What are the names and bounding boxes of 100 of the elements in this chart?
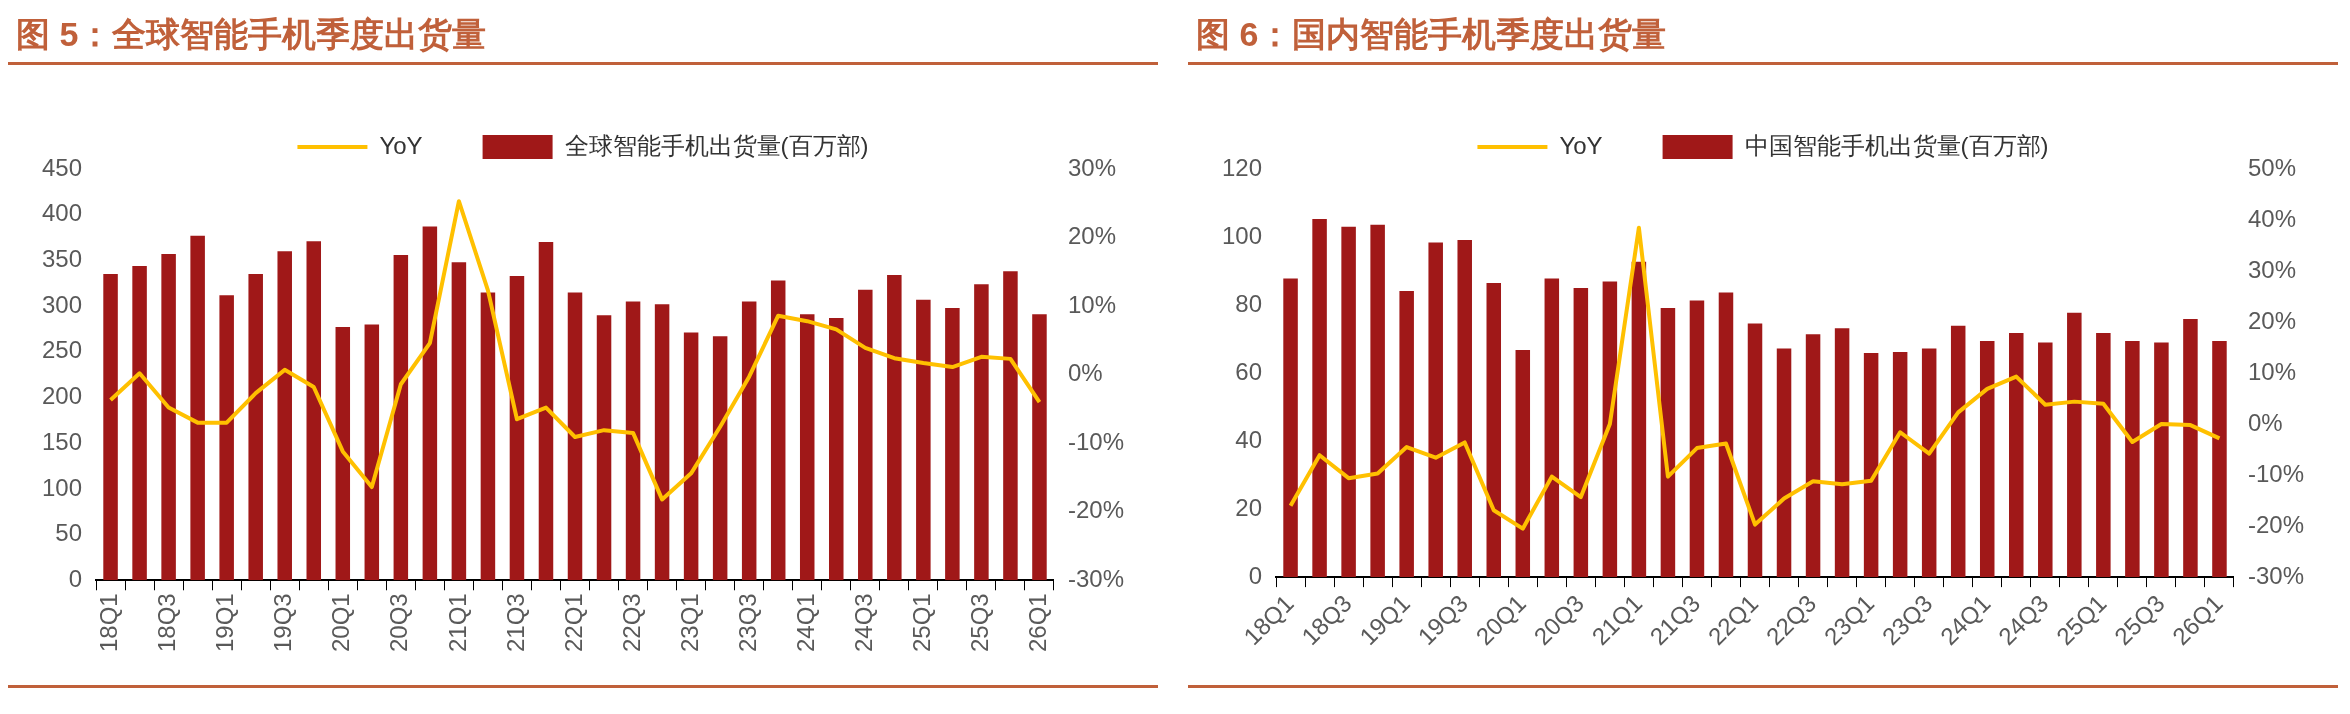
y-tick-label: 400 [42,199,83,227]
y-tick-label: 100 [1222,221,1263,249]
bar [277,251,292,581]
bar [712,336,728,581]
bar [1515,349,1531,578]
bar [596,315,612,581]
bar [1283,278,1298,578]
bar [2125,341,2140,578]
bar [2212,341,2227,578]
legend-label: 中国智能手机出货量(百万部) [1744,131,2049,159]
x-tick-label: 22Q1 [559,593,587,653]
bar [248,274,263,581]
bar [2067,312,2082,578]
x-tick-label: 26Q1 [1024,593,1052,653]
bar [1631,261,1647,578]
x-tick-label: 18Q3 [153,593,181,653]
x-tick-label: 22Q3 [617,593,645,653]
bar [1457,240,1472,578]
legend-label: YoY [379,131,423,159]
bar [1341,226,1356,578]
bar [103,274,118,581]
bar [799,314,815,581]
bar [335,327,351,581]
bar [1689,300,1705,578]
y-tick-label: 40 [1235,425,1263,453]
chart-title: 图 6：国内智能手机季度出货量 [1188,8,2338,65]
bar [1805,334,1821,578]
y-tick-label: 100 [42,473,83,501]
bar [829,317,844,581]
y-tick-label: 250 [42,336,83,364]
y2-tick-label: -30% [1067,564,1124,592]
bar [1370,224,1385,578]
y2-tick-label: 50% [2247,153,2297,181]
y2-tick-label: 20% [1067,222,1117,250]
x-tick-label: 23Q3 [733,593,761,653]
x-tick-label: 21Q3 [501,593,529,653]
bar [1718,292,1734,578]
bar [1892,351,1908,578]
bar [161,254,176,581]
y2-tick-label: -20% [1067,496,1124,524]
y2-tick-label: -20% [2247,510,2304,538]
chart-title: 图 5：全球智能手机季度出货量 [8,8,1158,65]
y2-tick-label: 0% [1067,359,1103,387]
x-tick-label: 23Q1 [675,593,703,653]
bar [654,304,670,581]
y2-tick-label: 40% [2247,204,2297,232]
bar [1312,219,1327,578]
legend-label: 全球智能手机出货量(百万部) [564,131,869,159]
bar [1573,288,1589,578]
y2-tick-label: 10% [1067,290,1117,318]
y-tick-label: 450 [42,153,83,181]
legend-label: YoY [1559,131,1603,159]
bar [1486,282,1502,578]
bar [1747,323,1763,578]
bar [945,307,960,581]
bar [1003,271,1018,581]
bar [1544,278,1560,578]
bar [974,284,989,581]
bar [509,275,525,581]
y-tick-label: 60 [1235,357,1263,385]
bar [422,226,438,581]
bar [887,275,902,581]
bar [1834,328,1850,578]
bar [364,324,380,581]
bar [1428,242,1443,578]
bar [1399,291,1414,578]
y2-tick-label: -30% [2247,561,2304,589]
bar [741,301,757,581]
bar [2183,318,2198,578]
bar [190,235,205,581]
y-tick-label: 20 [1235,493,1263,521]
bar [480,292,496,581]
bar [306,241,322,581]
bar [625,301,641,581]
bar [770,280,786,581]
bar [2009,332,2024,578]
bar [1863,352,1879,578]
x-tick-label: 21Q1 [443,593,471,653]
bar [683,332,699,581]
bar [2096,332,2111,578]
bar [1032,314,1047,581]
bar [219,295,234,581]
x-tick-label: 24Q3 [849,593,877,653]
y-tick-label: 120 [1222,153,1263,181]
bar [2154,342,2169,578]
bar [1602,281,1618,578]
bar [538,242,554,581]
y-tick-label: 300 [42,290,83,318]
y-tick-label: 200 [42,382,83,410]
bar [567,292,583,581]
y2-tick-label: -10% [2247,459,2304,487]
y2-tick-label: 20% [2247,306,2297,334]
y-tick-label: 80 [1235,289,1263,317]
y2-tick-label: 30% [2247,255,2297,283]
y2-tick-label: 0% [2247,408,2283,436]
y2-tick-label: 10% [2247,357,2297,385]
x-tick-label: 20Q1 [327,593,355,653]
x-tick-label: 25Q3 [966,593,994,653]
y-tick-label: 350 [42,245,83,273]
x-tick-label: 24Q1 [791,593,819,653]
